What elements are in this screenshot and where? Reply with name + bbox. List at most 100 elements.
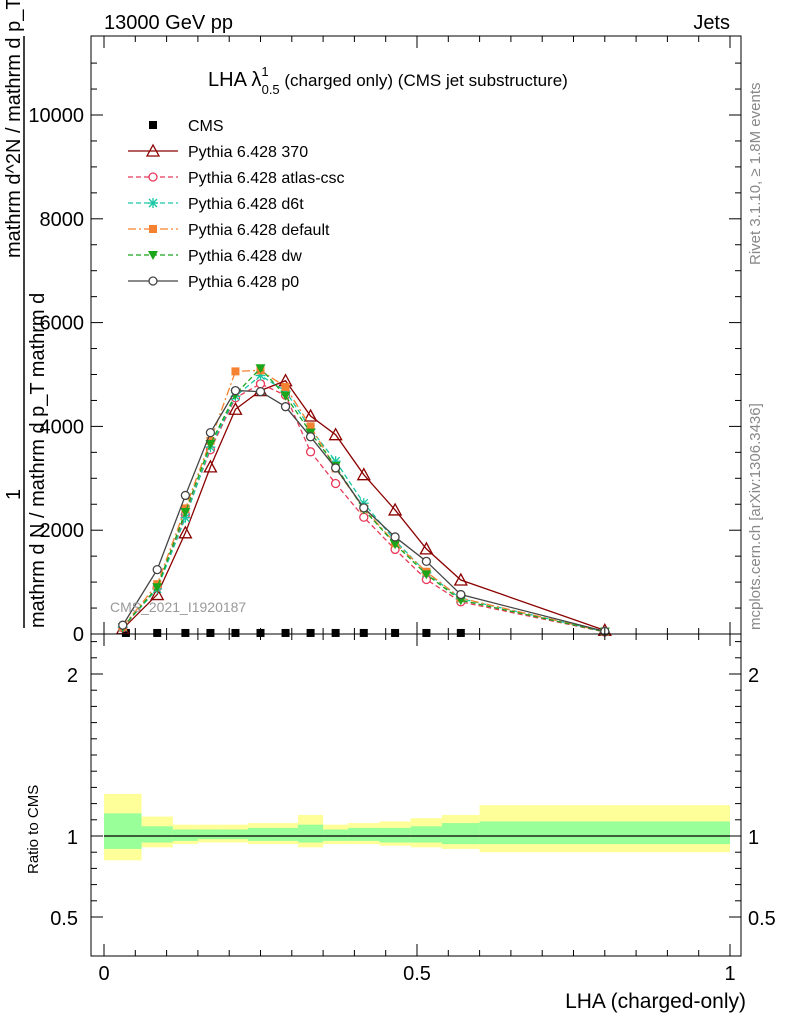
uncertainty-band-green xyxy=(298,824,324,843)
data-point xyxy=(306,422,315,431)
data-point xyxy=(456,628,465,637)
ratio-plot-marks xyxy=(104,793,730,861)
y-tick-label: 8000 xyxy=(40,209,85,231)
data-point xyxy=(255,379,266,389)
main-plot: 0 2000 4000 6000 8000 10000 CMS_2021_I1920187… xyxy=(28,35,742,646)
data-point xyxy=(121,628,130,637)
data-point xyxy=(118,620,128,630)
legend-entry: Pythia 6.428 dw xyxy=(128,248,302,265)
data-point xyxy=(228,401,243,415)
data-point xyxy=(281,382,290,391)
uncertainty-band-green xyxy=(197,829,223,840)
data-point xyxy=(255,386,266,397)
data-point xyxy=(180,508,191,518)
legend-marker xyxy=(148,198,158,208)
data-point xyxy=(255,364,266,374)
data-point xyxy=(330,463,341,473)
ratio-y-tick-label-right: 1 xyxy=(748,827,759,849)
data-point xyxy=(356,467,371,481)
data-point xyxy=(359,628,368,637)
data-point xyxy=(387,502,403,516)
uncertainty-band-green xyxy=(222,829,248,840)
mcplots-credit: mcplots.cern.ch [arXiv:1306.3436] xyxy=(747,403,764,630)
header-left: 13000 GeV pp xyxy=(104,12,233,34)
data-point xyxy=(305,432,316,442)
uncertainty-band-green xyxy=(323,829,349,841)
ratio-ylabel: Ratio to CMS xyxy=(25,785,42,874)
watermark: CMS_2021_I1920187 xyxy=(110,599,246,615)
legend-label: Pythia 6.428 d6t xyxy=(188,196,304,213)
uncertainty-band-green xyxy=(247,827,274,841)
legend-marker xyxy=(149,225,157,233)
ratio-y-tick-label-right: 2 xyxy=(748,665,759,687)
ratio-y-tick-label: 1 xyxy=(67,827,78,849)
series-line xyxy=(122,389,605,633)
x-tick-label: 1 xyxy=(724,963,735,985)
chart-title: LHA λ1 0.5 (charged only) (CMS jet substr… xyxy=(208,64,568,97)
data-point xyxy=(390,540,401,550)
ratio-y-tick-label: 0.5 xyxy=(50,908,78,930)
legend: CMS Pythia 6.428 370 Pythia 6.428 atlas-cs… xyxy=(128,118,345,291)
data-point xyxy=(421,556,432,566)
ylabel-denominator: mathrm d N / mathrm d p_T mathrm d xyxy=(27,293,49,628)
legend-label: Pythia 6.428 default xyxy=(188,222,330,239)
legend-marker xyxy=(148,251,158,260)
legend-marker xyxy=(148,276,158,286)
data-point xyxy=(280,391,291,401)
legend-marker xyxy=(149,121,157,129)
data-point xyxy=(231,628,240,637)
data-point xyxy=(359,503,369,513)
ratio-plot: 0.5 0.5 1 1 2 2 0 0.5 1 xyxy=(50,633,776,985)
data-point xyxy=(205,427,216,438)
title-rest: (charged only) (CMS jet substructure) xyxy=(280,71,568,90)
y-tick-label: 4000 xyxy=(40,416,85,438)
legend-entry: Pythia 6.428 p0 xyxy=(128,274,299,291)
data-point xyxy=(280,402,291,412)
data-point xyxy=(152,583,163,593)
main-ticks: 0 2000 4000 6000 8000 10000 xyxy=(28,36,741,646)
data-point xyxy=(150,587,165,601)
data-point xyxy=(230,385,241,396)
legend-marker xyxy=(145,143,161,157)
data-point xyxy=(328,427,343,441)
data-point xyxy=(303,408,318,422)
y-tick-label: 6000 xyxy=(40,313,85,335)
main-plot-marks xyxy=(115,364,612,637)
uncertainty-band-green xyxy=(410,826,443,843)
data-point xyxy=(419,541,434,555)
legend-entry: CMS xyxy=(149,118,224,135)
legend-label: Pythia 6.428 p0 xyxy=(188,274,299,291)
uncertainty-band-green xyxy=(442,823,480,845)
data-point xyxy=(153,628,162,637)
ratio-y-tick-label-right: 0.5 xyxy=(748,908,776,930)
x-tick-label: 0 xyxy=(98,963,109,985)
uncertainty-band-green xyxy=(104,813,142,849)
ylabel-right-numerator: mathrm d^2N / mathrm d p_T mathrm d lamb… xyxy=(3,0,25,258)
title-sub: 0.5 xyxy=(262,82,280,97)
legend-label: CMS xyxy=(188,118,224,135)
legend-entry: Pythia 6.428 d6t xyxy=(128,196,304,213)
title-sup: 1 xyxy=(261,64,268,79)
ratio-y-tick-label: 2 xyxy=(67,665,78,687)
xlabel: LHA (charged-only) xyxy=(565,990,746,1013)
data-point xyxy=(331,628,340,637)
star-stroke xyxy=(148,198,158,208)
data-point xyxy=(330,478,341,489)
series-6 xyxy=(118,385,610,637)
legend-entry: Pythia 6.428 atlas-csc xyxy=(128,170,345,187)
legend-label: Pythia 6.428 atlas-csc xyxy=(188,170,345,187)
data-point xyxy=(181,628,190,637)
data-point xyxy=(206,628,215,637)
data-point xyxy=(205,440,216,450)
data-point xyxy=(305,447,316,457)
series-line xyxy=(122,383,605,633)
uncertainty-band-green xyxy=(348,827,380,841)
header-right: Jets xyxy=(693,12,730,34)
legend-label: Pythia 6.428 370 xyxy=(188,144,308,161)
title-main: LHA λ xyxy=(208,69,261,91)
data-point xyxy=(231,367,240,376)
legend-marker xyxy=(148,172,158,182)
series-line xyxy=(122,379,606,631)
data-point xyxy=(455,596,466,606)
